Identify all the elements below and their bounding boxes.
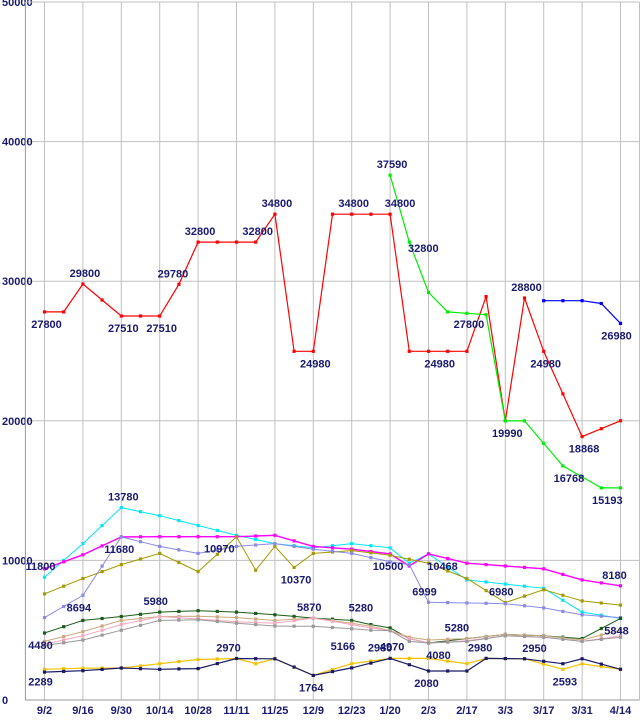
svg-text:4/14: 4/14 [610, 705, 632, 717]
svg-text:5280: 5280 [445, 623, 469, 635]
svg-text:5166: 5166 [331, 641, 355, 653]
svg-text:6980: 6980 [489, 587, 513, 599]
svg-text:28800: 28800 [511, 282, 542, 294]
svg-text:32800: 32800 [408, 243, 439, 255]
svg-text:15193: 15193 [592, 495, 623, 507]
svg-text:27800: 27800 [454, 319, 485, 331]
svg-text:3/17: 3/17 [533, 705, 554, 717]
svg-text:2970: 2970 [216, 643, 240, 655]
svg-text:11/25: 11/25 [261, 705, 288, 717]
svg-text:50000: 50000 [2, 0, 33, 9]
svg-text:2/17: 2/17 [456, 705, 477, 717]
svg-text:2080: 2080 [414, 678, 438, 690]
svg-text:40000: 40000 [2, 137, 33, 149]
svg-text:24980: 24980 [424, 358, 455, 370]
svg-text:2950: 2950 [522, 643, 546, 655]
svg-text:12/23: 12/23 [338, 705, 366, 717]
svg-text:6999: 6999 [412, 586, 436, 598]
svg-text:5280: 5280 [349, 602, 373, 614]
svg-text:11/11: 11/11 [223, 705, 249, 717]
svg-text:34800: 34800 [262, 198, 293, 210]
svg-text:2980: 2980 [468, 642, 492, 654]
svg-text:2593: 2593 [553, 676, 577, 688]
svg-text:4080: 4080 [426, 650, 450, 662]
svg-text:32800: 32800 [242, 226, 273, 238]
svg-text:24980: 24980 [530, 358, 561, 370]
svg-text:10970: 10970 [204, 544, 235, 556]
svg-text:0: 0 [2, 695, 8, 707]
svg-text:19990: 19990 [492, 428, 523, 440]
svg-text:2/3: 2/3 [421, 705, 436, 717]
svg-text:8180: 8180 [602, 570, 626, 582]
svg-text:5848: 5848 [604, 625, 628, 637]
svg-text:27800: 27800 [31, 319, 62, 331]
svg-text:20000: 20000 [2, 416, 33, 428]
svg-text:29780: 29780 [158, 268, 189, 280]
svg-text:2289: 2289 [28, 676, 52, 688]
svg-text:8694: 8694 [67, 602, 92, 614]
svg-text:29800: 29800 [70, 268, 101, 280]
svg-text:34800: 34800 [385, 198, 416, 210]
svg-text:30000: 30000 [2, 276, 33, 288]
svg-text:11800: 11800 [26, 561, 56, 573]
svg-text:34800: 34800 [338, 198, 369, 210]
svg-text:27510: 27510 [146, 323, 177, 335]
svg-text:9/30: 9/30 [111, 705, 132, 717]
svg-text:3/31: 3/31 [571, 705, 592, 717]
svg-text:9/2: 9/2 [37, 705, 52, 717]
svg-text:10/14: 10/14 [146, 705, 174, 717]
svg-text:1/20: 1/20 [379, 705, 400, 717]
svg-text:5870: 5870 [297, 602, 321, 614]
svg-text:13780: 13780 [108, 492, 139, 504]
svg-text:32800: 32800 [185, 226, 216, 238]
svg-text:10468: 10468 [427, 561, 458, 573]
svg-text:12/9: 12/9 [303, 705, 324, 717]
svg-text:24980: 24980 [300, 358, 331, 370]
svg-text:1764: 1764 [299, 682, 324, 694]
svg-text:9/16: 9/16 [72, 705, 93, 717]
svg-text:11680: 11680 [104, 544, 134, 556]
svg-text:26980: 26980 [601, 330, 632, 342]
svg-text:10/28: 10/28 [184, 705, 212, 717]
svg-text:10500: 10500 [373, 561, 404, 573]
svg-text:10370: 10370 [281, 574, 312, 586]
svg-text:4480: 4480 [28, 640, 52, 652]
svg-text:3/3: 3/3 [498, 705, 513, 717]
svg-text:27510: 27510 [108, 323, 139, 335]
svg-text:5980: 5980 [143, 596, 167, 608]
svg-text:16768: 16768 [554, 473, 585, 485]
svg-text:37590: 37590 [377, 159, 408, 171]
svg-text:18868: 18868 [569, 444, 600, 456]
svg-text:2980: 2980 [368, 642, 392, 654]
